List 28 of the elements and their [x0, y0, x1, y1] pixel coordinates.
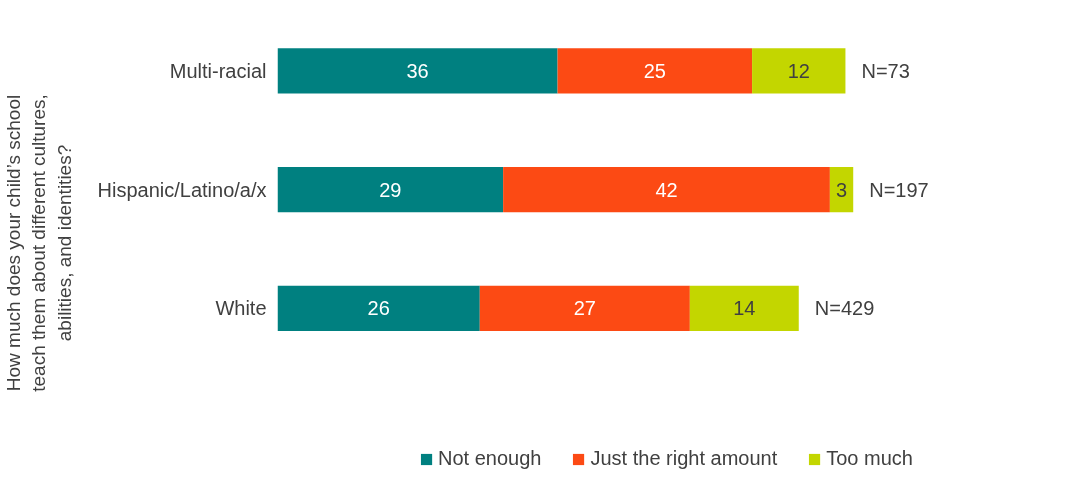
- data-label: 3: [835, 178, 848, 201]
- bar: [277, 285, 480, 331]
- data-label: 12: [787, 59, 810, 82]
- bar: [479, 285, 690, 331]
- data-label: 27: [573, 297, 596, 320]
- bar: [752, 48, 846, 94]
- y-axis-title: How much does your child’s school teach them about different cultures, abilities, and identities?: [3, 94, 75, 392]
- bar: [503, 167, 830, 213]
- annotation: N=429: [814, 297, 875, 320]
- annotation: N=197: [869, 178, 929, 201]
- bar: [277, 167, 504, 213]
- data-label: 25: [643, 59, 666, 82]
- legend-label: Not enough: [438, 447, 542, 470]
- data-label: 36: [406, 59, 429, 82]
- y-tick-label: Hispanic/Latino/a/x: [97, 178, 267, 201]
- bar: [277, 48, 558, 94]
- bar: [557, 48, 753, 94]
- data-label: 29: [379, 178, 402, 201]
- data-label: 42: [655, 178, 678, 201]
- y-tick-label: Multi-racial: [169, 59, 267, 82]
- legend-label: Just the right amount: [590, 447, 778, 470]
- annotation: N=73: [861, 59, 910, 82]
- y-tick-label: White: [215, 297, 267, 320]
- legend-label: Too much: [826, 447, 913, 470]
- data-label: 14: [733, 297, 756, 320]
- bar: [829, 167, 854, 213]
- data-label: 26: [367, 297, 390, 320]
- bar: [689, 285, 799, 331]
